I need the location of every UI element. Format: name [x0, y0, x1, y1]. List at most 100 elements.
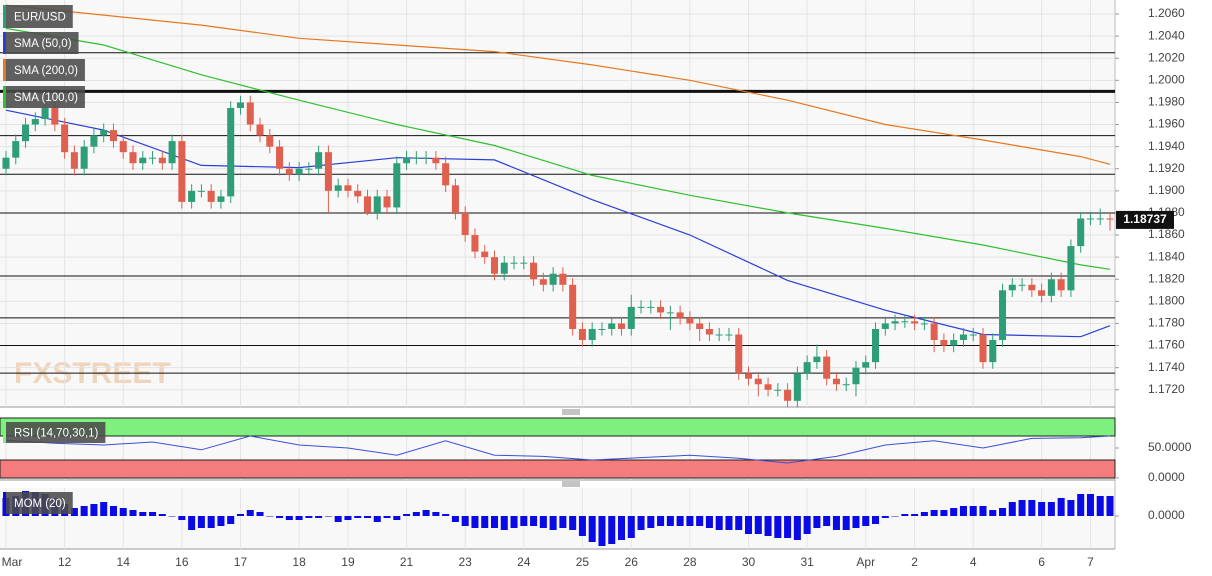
candle-body [22, 124, 30, 142]
mom-bar [70, 508, 78, 516]
candle-body [872, 328, 880, 363]
mom-bar [1077, 494, 1085, 516]
candle-body [393, 163, 401, 208]
candle-body [500, 262, 508, 274]
mom-bar [373, 516, 381, 522]
resize-handle[interactable] [562, 409, 580, 415]
candle-body [754, 378, 762, 385]
mom-bar [363, 516, 372, 518]
legend-swatch [3, 32, 6, 54]
mom-bar [1057, 498, 1065, 516]
mom-bar [617, 516, 626, 540]
mom-bar [823, 516, 831, 526]
candle-body [774, 389, 782, 391]
y-tick-label: 1.2040 [1148, 28, 1185, 42]
candle-body [412, 157, 420, 159]
mom-bar [950, 508, 958, 516]
candle-body [12, 141, 20, 158]
resize-handle[interactable] [562, 481, 580, 487]
mom-bar [383, 516, 391, 518]
legend-item[interactable]: EUR/USD [3, 5, 73, 28]
legend-item[interactable]: MOM (20) [3, 492, 73, 514]
rsi-overbought-band [0, 417, 1116, 437]
mom-tick-label: 0.0000 [1148, 508, 1185, 522]
mom-panel [0, 488, 1115, 549]
mom-bar [1096, 496, 1104, 516]
candle-body [862, 362, 870, 368]
candle-body [520, 262, 528, 264]
mom-bar [969, 506, 977, 516]
candle-body [539, 279, 547, 285]
candle-body [1096, 218, 1104, 220]
mom-bar [129, 510, 137, 516]
x-tick-label: 12 [58, 555, 72, 569]
legend-text: MOM (20) [14, 498, 66, 510]
x-tick-label: 4 [970, 555, 977, 569]
mom-bar [285, 516, 293, 520]
candle-body [676, 312, 684, 318]
mom-bar [842, 516, 850, 530]
candle-body [363, 196, 372, 213]
legend-item[interactable]: SMA (200,0) [3, 59, 85, 81]
mom-bar [432, 512, 440, 516]
candle-body [891, 321, 899, 324]
candle-body [911, 321, 919, 324]
mom-bar [1067, 500, 1075, 516]
candle-body [403, 157, 411, 164]
candle-body [842, 384, 850, 386]
y-tick-label: 1.1920 [1148, 161, 1185, 175]
candle-body [852, 367, 860, 385]
candle-body [1008, 284, 1016, 291]
mom-bar [1086, 494, 1094, 516]
candle-body [119, 141, 127, 153]
x-tick-label: 28 [683, 555, 697, 569]
mom-bar [637, 516, 645, 530]
mom-bar [891, 516, 899, 517]
x-tick-label: 30 [742, 555, 756, 569]
candle-body [793, 373, 801, 401]
mom-bar [852, 516, 860, 528]
candle-body [354, 190, 362, 197]
x-tick-label: Apr [856, 555, 875, 569]
mom-bar [930, 510, 938, 516]
x-tick-label: Mar [2, 555, 23, 569]
x-tick-label: 19 [341, 555, 355, 569]
candle-body [744, 373, 753, 379]
candle-body [139, 157, 147, 164]
candle-body [705, 328, 713, 335]
candle-body [559, 273, 567, 285]
x-tick-label: 14 [117, 555, 131, 569]
candle-body [236, 102, 244, 108]
candle-body [442, 163, 450, 186]
y-tick-label: 1.1820 [1148, 271, 1185, 285]
mom-bar [324, 516, 332, 517]
y-tick-label: 1.1960 [1148, 117, 1185, 131]
rsi-tick-label: 50.0000 [1148, 440, 1192, 454]
x-tick-label: 6 [1038, 555, 1045, 569]
candle-body [950, 340, 958, 346]
mom-bar [412, 512, 420, 516]
y-tick-label: 1.2060 [1148, 6, 1185, 20]
candle-body [627, 306, 635, 329]
mom-bar [686, 516, 694, 526]
candle-body [578, 328, 586, 341]
x-tick-label: 7 [1087, 555, 1094, 569]
mom-bar [774, 516, 782, 538]
mom-bar [793, 516, 801, 540]
sma-line [5, 27, 1111, 270]
legend-item[interactable]: SMA (50,0) [3, 32, 79, 54]
candle-body [31, 119, 39, 125]
candle-body [373, 196, 381, 213]
candle-body [647, 306, 655, 308]
candle-body [598, 328, 606, 330]
legend-item[interactable]: RSI (14,70,30,1) [3, 422, 106, 443]
mom-bar [227, 516, 235, 524]
legend-item[interactable]: SMA (100,0) [3, 86, 85, 108]
mom-bar [920, 512, 928, 516]
candle-body [989, 340, 997, 363]
x-tick-label: 17 [234, 555, 248, 569]
mom-bar [862, 516, 870, 526]
mom-bar [500, 516, 508, 530]
mom-bar [715, 516, 723, 530]
